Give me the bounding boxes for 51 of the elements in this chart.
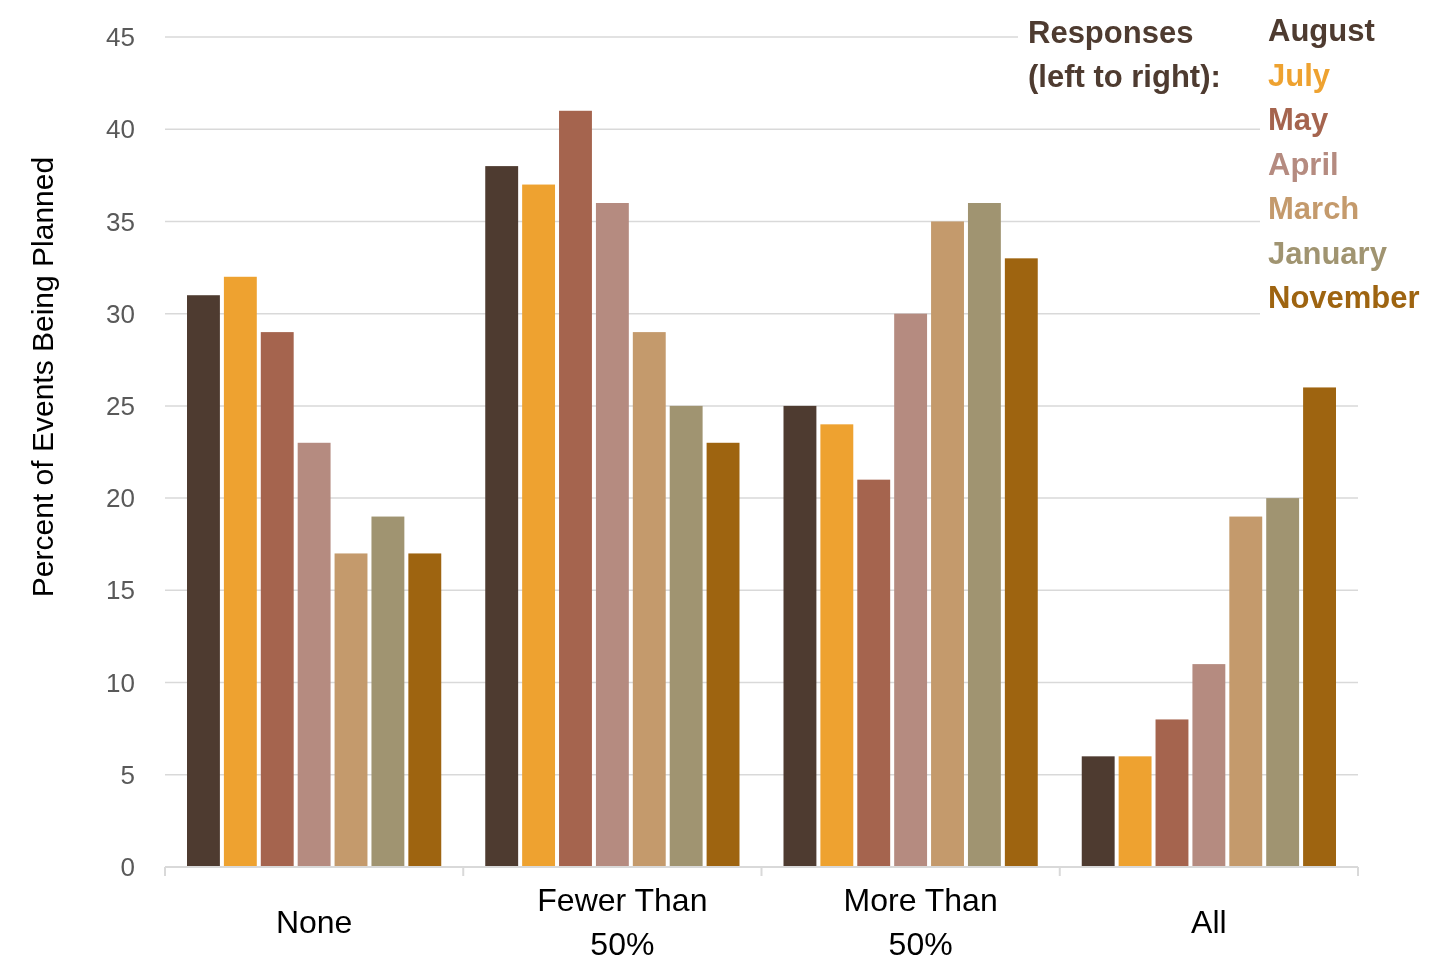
x-tick-label: More Than 50% bbox=[843, 882, 998, 962]
y-tick-label: 30 bbox=[106, 298, 135, 329]
text: May bbox=[1268, 102, 1330, 137]
text: August bbox=[1268, 13, 1375, 48]
text: March bbox=[1268, 191, 1360, 226]
y-tick-label: 25 bbox=[106, 390, 135, 421]
bar bbox=[334, 553, 368, 867]
bar bbox=[1266, 498, 1300, 867]
bar bbox=[1004, 258, 1038, 867]
y-tick-label: 35 bbox=[106, 206, 135, 237]
y-tick-label: 45 bbox=[106, 22, 135, 53]
text: April bbox=[1268, 146, 1339, 182]
bar bbox=[1229, 516, 1263, 867]
y-tick-label: 15 bbox=[106, 575, 135, 606]
bar bbox=[297, 442, 331, 867]
bar bbox=[931, 221, 964, 867]
text: November bbox=[1268, 280, 1420, 315]
bar bbox=[706, 442, 740, 867]
bar bbox=[260, 332, 294, 867]
bar bbox=[967, 203, 1001, 867]
bar bbox=[669, 405, 703, 867]
bar bbox=[632, 332, 666, 867]
bar bbox=[559, 110, 592, 867]
bar bbox=[223, 276, 257, 867]
bar bbox=[857, 479, 891, 867]
y-tick-label: 40 bbox=[106, 114, 135, 145]
x-tick-label: None bbox=[275, 904, 353, 940]
x-tick-label: All bbox=[1191, 904, 1227, 940]
bar bbox=[1192, 664, 1226, 867]
text: July bbox=[1268, 57, 1331, 93]
bar bbox=[1155, 719, 1189, 867]
y-tick-label: 0 bbox=[120, 852, 135, 883]
bar bbox=[522, 184, 556, 867]
bar bbox=[783, 405, 817, 867]
y-tick-label: 20 bbox=[106, 483, 135, 514]
y-tick-label: 5 bbox=[120, 759, 135, 790]
bar bbox=[371, 516, 405, 867]
bar bbox=[595, 203, 629, 867]
bar bbox=[187, 295, 220, 867]
legend-title: Responses (left to right): bbox=[1028, 15, 1221, 94]
bar bbox=[1118, 756, 1152, 867]
y-tick-label: 10 bbox=[106, 667, 135, 698]
text: January bbox=[1268, 235, 1388, 271]
y-axis-title: Percent of Events Being Planned bbox=[26, 156, 59, 598]
bar bbox=[485, 166, 519, 867]
bar bbox=[1081, 756, 1115, 867]
x-tick-label: Fewer Than 50% bbox=[537, 882, 708, 962]
bar bbox=[894, 313, 928, 867]
bar bbox=[820, 424, 854, 867]
bar bbox=[408, 553, 442, 867]
bar bbox=[1303, 387, 1336, 867]
